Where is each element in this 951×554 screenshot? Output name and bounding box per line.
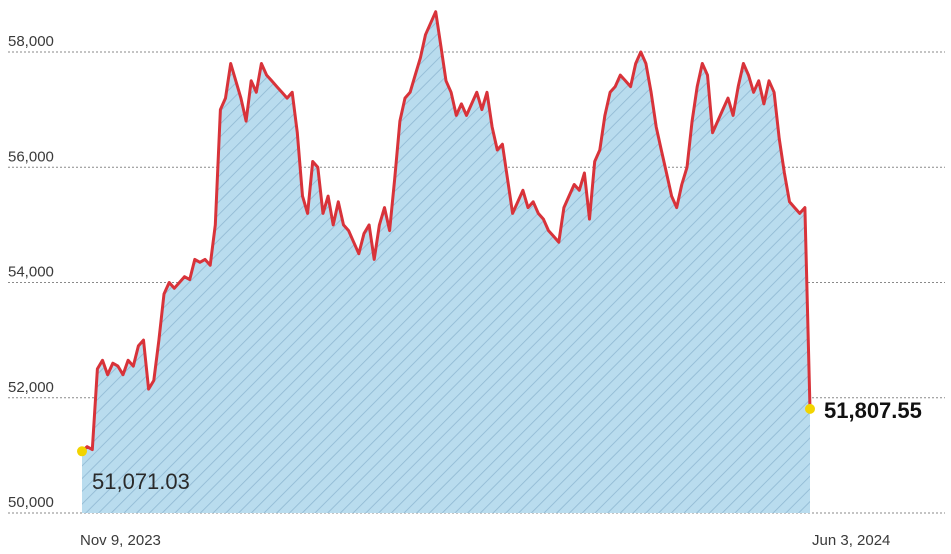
end-value-label: 51,807.55 (824, 398, 922, 423)
y-tick-label: 52,000 (8, 379, 54, 396)
y-tick-label: 58,000 (8, 33, 54, 50)
start-value-label: 51,071.03 (92, 469, 190, 494)
y-tick-label: 50,000 (8, 494, 54, 511)
y-axis-ticks: 50,000 52,000 54,000 56,000 58,000 (8, 33, 54, 511)
area-layer (80, 10, 812, 513)
end-point-marker (805, 403, 815, 414)
y-tick-label: 54,000 (8, 264, 54, 281)
x-end-date-label: Jun 3, 2024 (812, 532, 890, 549)
x-start-date-label: Nov 9, 2023 (80, 532, 161, 549)
area-fill (82, 11, 810, 513)
series-line (80, 10, 812, 453)
start-point-marker (77, 446, 87, 457)
labels: 51,071.03 51,807.55 Nov 9, 2023 Jun 3, 2… (80, 398, 922, 549)
y-tick-label: 56,000 (8, 148, 54, 165)
markers (77, 403, 815, 457)
